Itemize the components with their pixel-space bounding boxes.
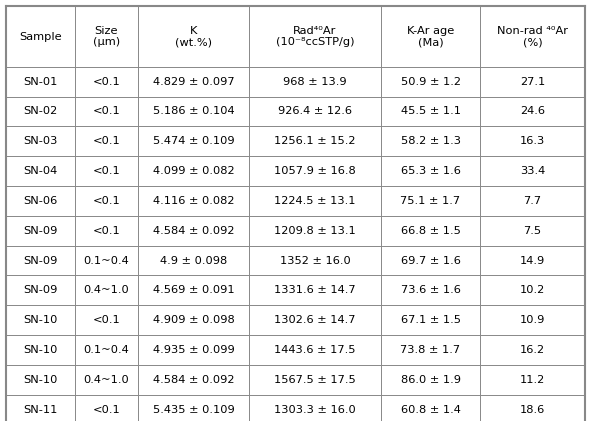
Text: SN-10: SN-10: [23, 345, 57, 355]
Text: 4.584 ± 0.092: 4.584 ± 0.092: [152, 226, 234, 236]
Text: 16.2: 16.2: [520, 345, 545, 355]
Text: 27.1: 27.1: [520, 77, 545, 87]
Text: <0.1: <0.1: [93, 196, 121, 206]
Text: 4.909 ± 0.098: 4.909 ± 0.098: [152, 315, 235, 325]
Text: 0.1~0.4: 0.1~0.4: [83, 345, 129, 355]
Text: SN-10: SN-10: [23, 315, 57, 325]
Text: 1224.5 ± 13.1: 1224.5 ± 13.1: [274, 196, 356, 206]
Text: 73.6 ± 1.6: 73.6 ± 1.6: [401, 285, 460, 296]
Text: 1302.6 ± 14.7: 1302.6 ± 14.7: [274, 315, 356, 325]
Text: 0.1~0.4: 0.1~0.4: [83, 256, 129, 266]
Text: 4.9 ± 0.098: 4.9 ± 0.098: [160, 256, 227, 266]
Text: 5.474 ± 0.109: 5.474 ± 0.109: [152, 136, 234, 146]
Text: K
(wt.%): K (wt.%): [175, 26, 212, 47]
Text: SN-09: SN-09: [23, 256, 57, 266]
Text: 69.7 ± 1.6: 69.7 ± 1.6: [401, 256, 460, 266]
Text: 33.4: 33.4: [520, 166, 545, 176]
Text: 0.4~1.0: 0.4~1.0: [83, 285, 129, 296]
Text: 86.0 ± 1.9: 86.0 ± 1.9: [401, 375, 460, 385]
Text: 926.4 ± 12.6: 926.4 ± 12.6: [278, 107, 352, 117]
Text: <0.1: <0.1: [93, 107, 121, 117]
Text: 1256.1 ± 15.2: 1256.1 ± 15.2: [274, 136, 356, 146]
Text: Non-rad ⁴⁰Ar
(%): Non-rad ⁴⁰Ar (%): [497, 26, 568, 47]
Text: 1443.6 ± 17.5: 1443.6 ± 17.5: [274, 345, 356, 355]
Text: 968 ± 13.9: 968 ± 13.9: [283, 77, 347, 87]
Text: 0.4~1.0: 0.4~1.0: [83, 375, 129, 385]
Text: 58.2 ± 1.3: 58.2 ± 1.3: [401, 136, 460, 146]
Text: 67.1 ± 1.5: 67.1 ± 1.5: [401, 315, 460, 325]
Text: 24.6: 24.6: [520, 107, 545, 117]
Text: SN-03: SN-03: [23, 136, 57, 146]
Text: 4.829 ± 0.097: 4.829 ± 0.097: [152, 77, 234, 87]
Text: 73.8 ± 1.7: 73.8 ± 1.7: [401, 345, 460, 355]
Text: Rad⁴⁰Ar
(10⁻⁸ccSTP/g): Rad⁴⁰Ar (10⁻⁸ccSTP/g): [276, 26, 354, 47]
Text: SN-09: SN-09: [23, 285, 57, 296]
Text: 14.9: 14.9: [520, 256, 545, 266]
Text: <0.1: <0.1: [93, 77, 121, 87]
Text: SN-01: SN-01: [23, 77, 57, 87]
Text: 4.569 ± 0.091: 4.569 ± 0.091: [152, 285, 234, 296]
Text: SN-11: SN-11: [23, 405, 57, 415]
Text: 10.9: 10.9: [520, 315, 545, 325]
Text: K-Ar age
(Ma): K-Ar age (Ma): [407, 26, 454, 47]
Text: 66.8 ± 1.5: 66.8 ± 1.5: [401, 226, 460, 236]
Text: 4.584 ± 0.092: 4.584 ± 0.092: [152, 375, 234, 385]
Text: 1567.5 ± 17.5: 1567.5 ± 17.5: [274, 375, 356, 385]
Text: 7.5: 7.5: [524, 226, 541, 236]
Text: <0.1: <0.1: [93, 166, 121, 176]
Text: <0.1: <0.1: [93, 405, 121, 415]
Text: SN-04: SN-04: [23, 166, 57, 176]
Text: 18.6: 18.6: [520, 405, 545, 415]
Text: 50.9 ± 1.2: 50.9 ± 1.2: [401, 77, 460, 87]
Text: Sample: Sample: [19, 32, 61, 42]
Text: 5.186 ± 0.104: 5.186 ± 0.104: [152, 107, 234, 117]
Text: <0.1: <0.1: [93, 226, 121, 236]
Text: <0.1: <0.1: [93, 315, 121, 325]
Text: 4.099 ± 0.082: 4.099 ± 0.082: [152, 166, 234, 176]
Text: 1303.3 ± 16.0: 1303.3 ± 16.0: [274, 405, 356, 415]
Text: 5.435 ± 0.109: 5.435 ± 0.109: [152, 405, 235, 415]
Text: 10.2: 10.2: [520, 285, 545, 296]
Text: 60.8 ± 1.4: 60.8 ± 1.4: [401, 405, 460, 415]
Text: <0.1: <0.1: [93, 136, 121, 146]
Text: 11.2: 11.2: [520, 375, 545, 385]
Text: SN-06: SN-06: [23, 196, 57, 206]
Text: 16.3: 16.3: [520, 136, 545, 146]
Text: Size
(μm): Size (μm): [93, 26, 120, 47]
Text: SN-02: SN-02: [23, 107, 57, 117]
Text: 1331.6 ± 14.7: 1331.6 ± 14.7: [274, 285, 356, 296]
Text: 65.3 ± 1.6: 65.3 ± 1.6: [401, 166, 460, 176]
Text: 4.935 ± 0.099: 4.935 ± 0.099: [152, 345, 235, 355]
Text: 1352 ± 16.0: 1352 ± 16.0: [280, 256, 350, 266]
Text: 45.5 ± 1.1: 45.5 ± 1.1: [401, 107, 460, 117]
Text: SN-10: SN-10: [23, 375, 57, 385]
Text: 4.116 ± 0.082: 4.116 ± 0.082: [152, 196, 234, 206]
Text: SN-09: SN-09: [23, 226, 57, 236]
Text: 1057.9 ± 16.8: 1057.9 ± 16.8: [274, 166, 356, 176]
Text: 1209.8 ± 13.1: 1209.8 ± 13.1: [274, 226, 356, 236]
Text: 75.1 ± 1.7: 75.1 ± 1.7: [401, 196, 460, 206]
Text: 7.7: 7.7: [524, 196, 541, 206]
